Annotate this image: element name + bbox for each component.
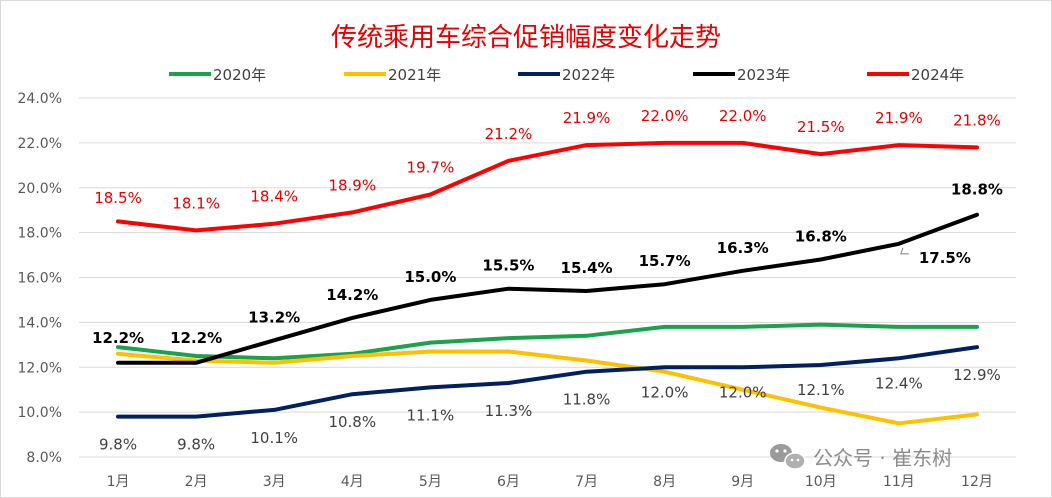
x-tick-label: 2月 — [185, 474, 208, 490]
data-label: 12.4% — [875, 374, 923, 392]
legend-label: 2022年 — [562, 66, 615, 84]
series-line — [116, 212, 979, 365]
legend-label: 2023年 — [737, 66, 790, 84]
data-label: 18.4% — [250, 188, 298, 206]
data-label: 11.3% — [485, 402, 533, 420]
data-label: 10.1% — [250, 429, 298, 447]
data-label: 12.2% — [92, 329, 144, 347]
x-tick-label: 9月 — [731, 474, 754, 490]
x-axis-ticks: 1月 2月 3月 4月 5月 6月 7月 8月 9月 10月 11月 12月 — [107, 474, 993, 490]
data-label: 15.4% — [561, 259, 613, 277]
series-line — [116, 322, 979, 361]
y-axis-ticks: 8.0% 10.0% 12.0% 14.0% 16.0% 18.0% 20.0% 22.0% 2… — [18, 91, 62, 466]
gridlines — [79, 97, 1016, 458]
data-label: 21.5% — [797, 118, 845, 136]
x-tick-label: 5月 — [419, 474, 442, 490]
data-label: 12.0% — [641, 383, 689, 401]
data-label: 15.5% — [482, 257, 534, 275]
data-label: 21.9% — [875, 109, 923, 127]
data-label: 21.8% — [953, 111, 1001, 129]
series-lines — [116, 140, 979, 426]
x-tick-label: 4月 — [341, 474, 364, 490]
y-tick-label: 14.0% — [18, 315, 62, 331]
data-label: 18.5% — [94, 189, 142, 207]
wechat-icon — [770, 444, 806, 470]
data-label: 9.8% — [99, 436, 137, 454]
x-tick-label: 8月 — [653, 474, 676, 490]
data-label: 18.1% — [172, 194, 220, 212]
x-tick-label: 11月 — [883, 474, 915, 490]
y-tick-label: 22.0% — [18, 136, 62, 152]
data-label: 18.8% — [951, 181, 1003, 199]
x-tick-label: 12月 — [961, 474, 993, 490]
x-tick-label: 3月 — [263, 474, 286, 490]
y-tick-label: 16.0% — [18, 271, 62, 287]
data-label: 21.2% — [485, 125, 533, 143]
data-label: 9.8% — [177, 436, 215, 454]
data-label: 15.0% — [404, 268, 456, 286]
y-tick-label: 24.0% — [18, 91, 62, 107]
data-label: 19.7% — [407, 158, 455, 176]
y-tick-label: 8.0% — [26, 450, 62, 466]
y-tick-label: 18.0% — [18, 226, 62, 242]
data-label: 14.2% — [326, 286, 378, 304]
watermark-text: 公众号 · 崔东树 — [813, 446, 952, 470]
data-label: 16.8% — [795, 228, 847, 246]
data-label: 11.1% — [407, 406, 455, 424]
data-label: 11.8% — [563, 391, 611, 409]
legend: 2020年 2021年 2022年 2023年 2024年 — [169, 66, 964, 84]
data-label: 22.0% — [641, 107, 689, 125]
data-label: 17.5% — [919, 249, 971, 267]
data-label: 12.1% — [797, 381, 845, 399]
x-tick-label: 1月 — [107, 474, 130, 490]
data-label: 12.0% — [719, 383, 767, 401]
x-tick-label: 6月 — [497, 474, 520, 490]
data-label: 21.9% — [563, 109, 611, 127]
leader-line — [900, 247, 909, 255]
y-tick-label: 10.0% — [18, 405, 62, 421]
legend-label: 2021年 — [388, 66, 441, 84]
legend-label: 2024年 — [911, 66, 964, 84]
data-label: 10.8% — [328, 413, 376, 431]
data-label: 12.9% — [953, 366, 1001, 384]
data-label: 12.2% — [170, 329, 222, 347]
series-line — [116, 140, 979, 233]
series-line — [116, 349, 979, 426]
series-line — [116, 345, 979, 419]
data-label: 13.2% — [248, 308, 300, 326]
y-tick-label: 20.0% — [18, 181, 62, 197]
x-tick-label: 7月 — [575, 474, 598, 490]
data-label: 18.9% — [328, 176, 376, 194]
y-tick-label: 12.0% — [18, 360, 62, 376]
watermark: 公众号 · 崔东树 — [770, 444, 952, 470]
x-tick-label: 10月 — [805, 474, 837, 490]
data-label: 15.7% — [639, 252, 691, 270]
data-label: 16.3% — [717, 239, 769, 257]
data-label: 22.0% — [719, 107, 767, 125]
data-labels: 18.5% 18.1% 18.4% 18.9% 19.7% 21.2% 21.9% 22.0%… — [92, 107, 1003, 454]
chart-title: 传统乘用车综合促销幅度变化走势 — [331, 23, 721, 53]
legend-label: 2020年 — [213, 66, 266, 84]
